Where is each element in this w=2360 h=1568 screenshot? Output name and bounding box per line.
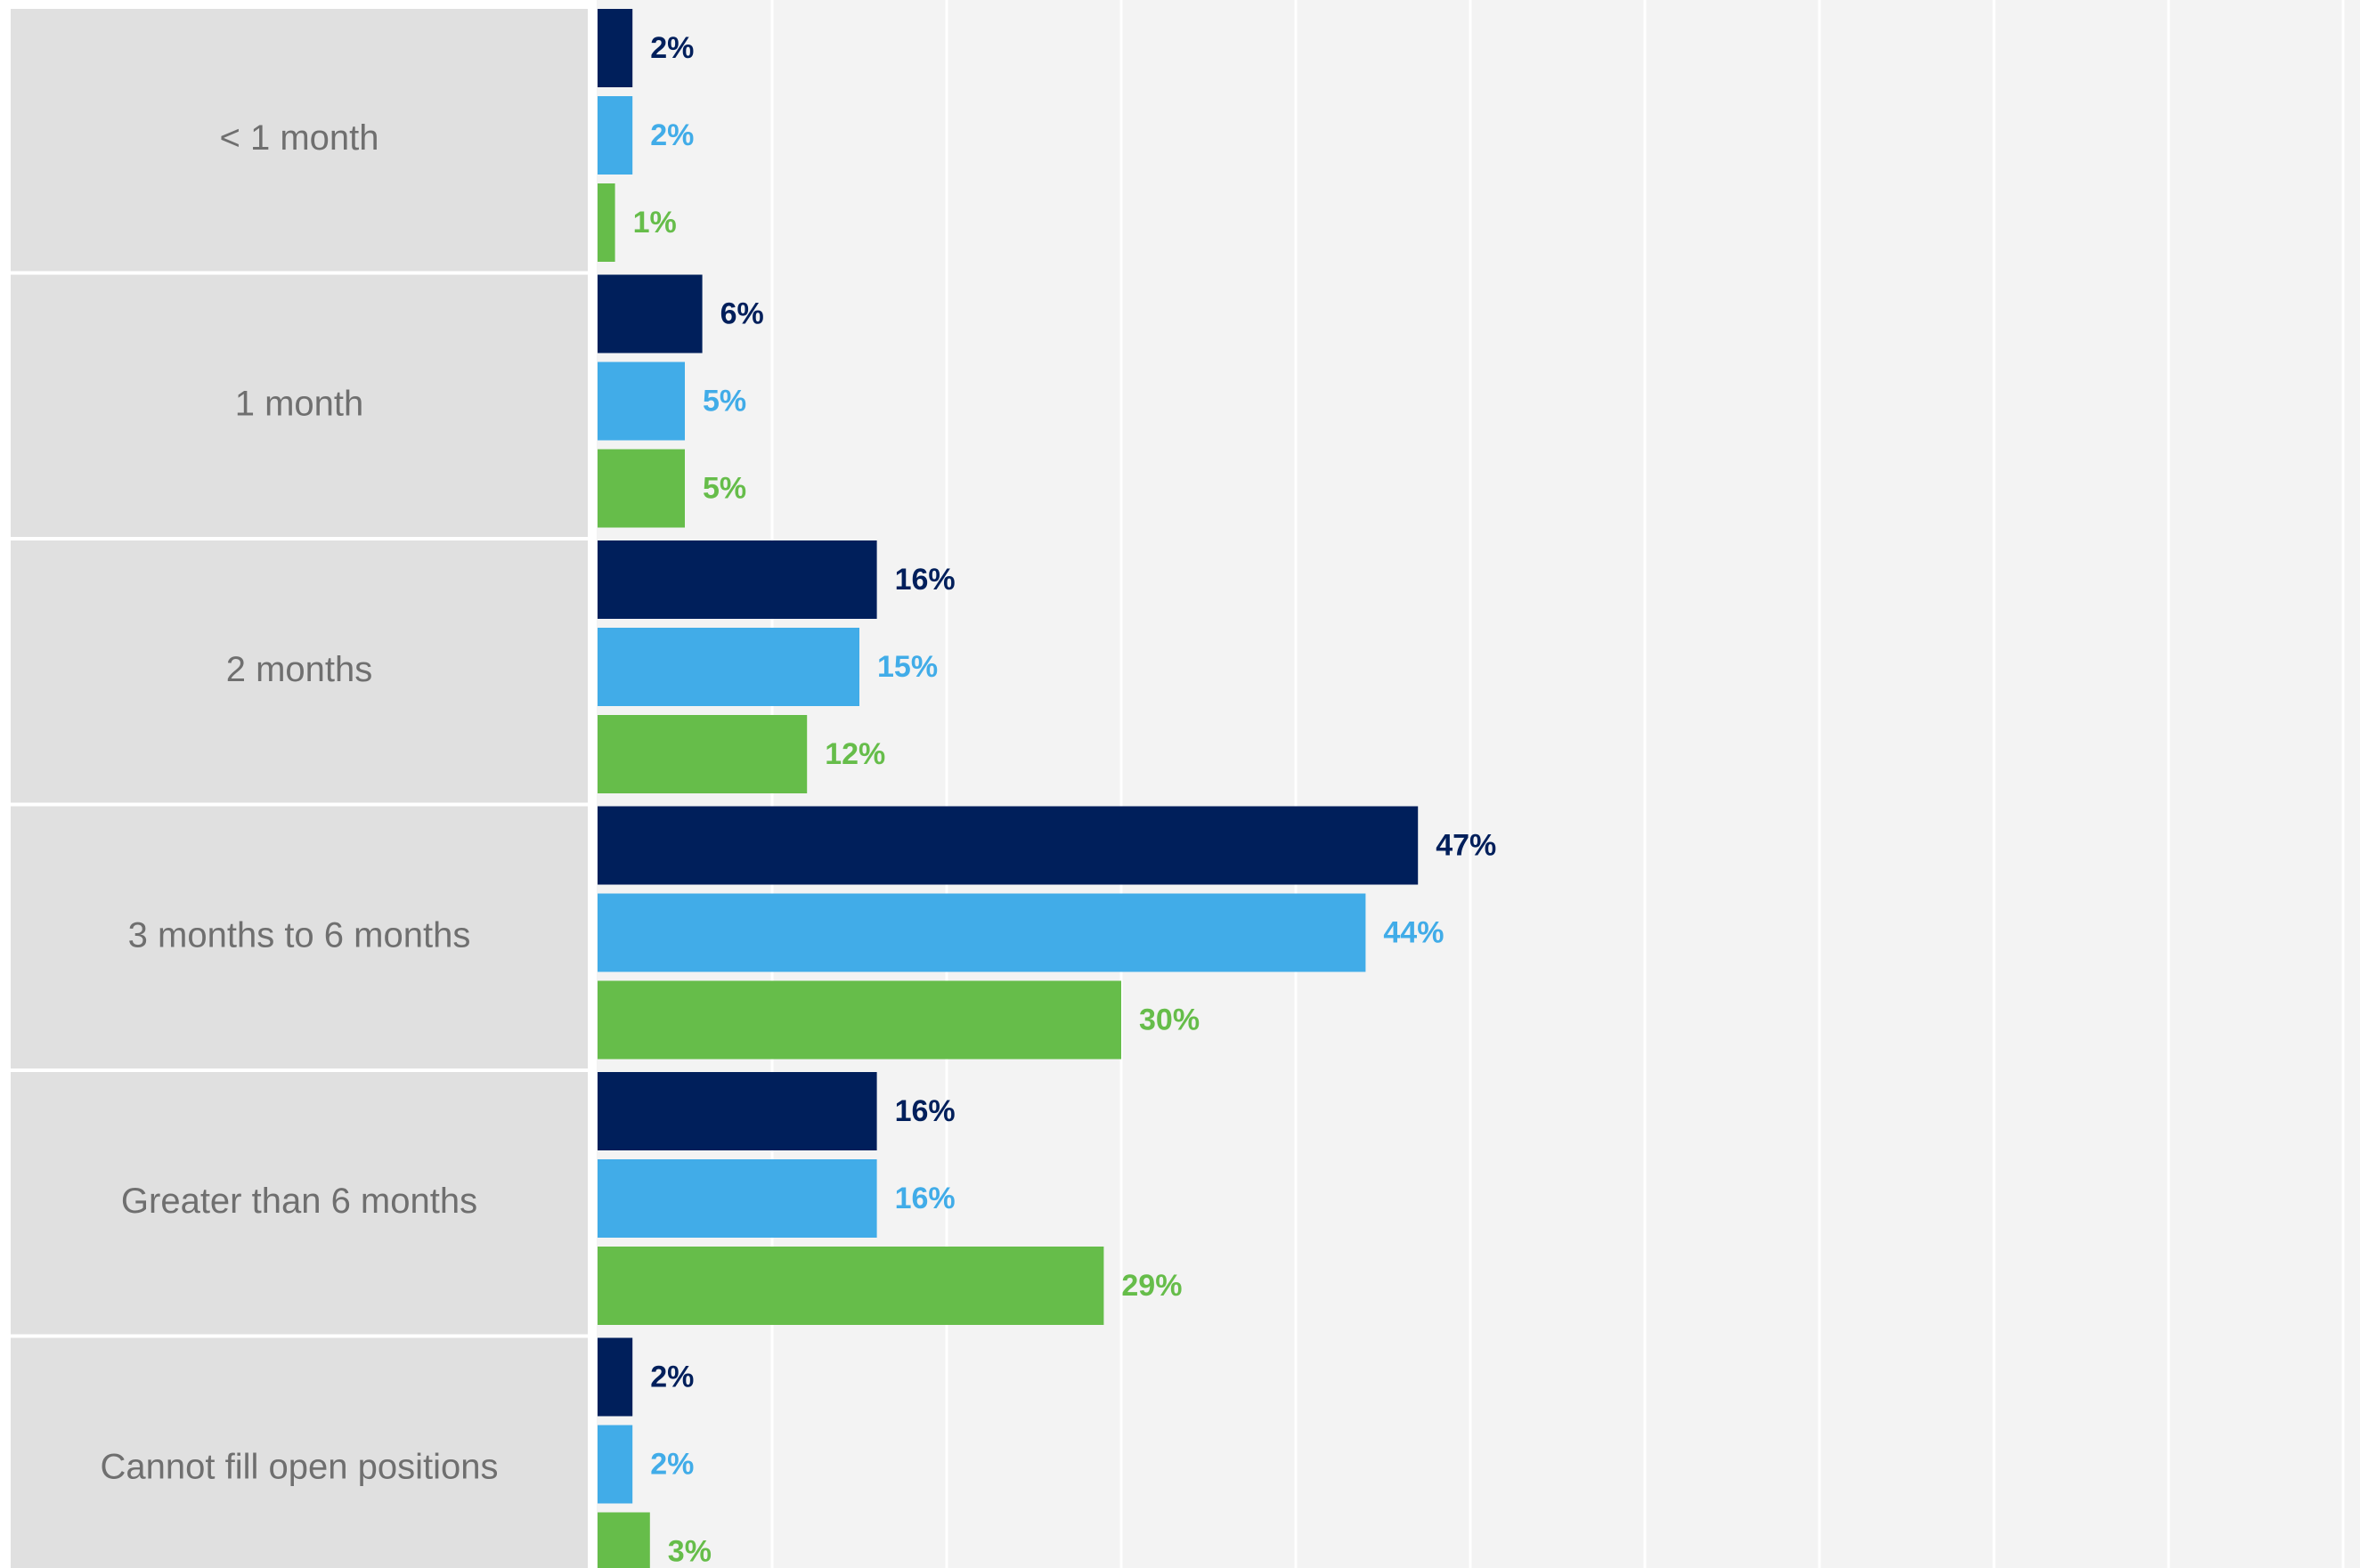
- category-label: Cannot fill open positions: [101, 1447, 499, 1486]
- bar: [598, 449, 685, 528]
- category-label-background: [11, 274, 588, 537]
- data-label: 44%: [1383, 915, 1444, 949]
- data-label: 29%: [1121, 1269, 1182, 1303]
- category-label-background: [11, 540, 588, 803]
- data-label: 1%: [633, 206, 677, 240]
- bar: [598, 362, 685, 441]
- data-label: 3%: [668, 1534, 712, 1568]
- category-label-background: [11, 806, 588, 1068]
- data-label: 2%: [650, 118, 694, 152]
- plot-background: [597, 0, 2360, 1568]
- bar: [598, 1337, 633, 1417]
- data-label: 16%: [895, 563, 956, 597]
- data-label: 12%: [825, 737, 885, 771]
- category-label: Greater than 6 months: [121, 1182, 477, 1221]
- bar: [598, 96, 633, 175]
- data-label: 2%: [650, 1360, 694, 1393]
- bar: [598, 274, 703, 353]
- category-label-background: [11, 1337, 588, 1568]
- data-label: 2%: [650, 1447, 694, 1481]
- data-label: 16%: [895, 1094, 956, 1128]
- bar: [598, 1072, 877, 1150]
- data-label: 16%: [895, 1182, 956, 1215]
- category-label-background: [11, 1072, 588, 1335]
- bar: [598, 1425, 633, 1504]
- bar: [598, 628, 859, 706]
- bar: [598, 540, 877, 619]
- bar: [598, 715, 808, 793]
- data-label: 5%: [703, 471, 746, 505]
- bar: [598, 893, 1366, 972]
- bar: [598, 9, 633, 87]
- category-label-background: [11, 9, 588, 272]
- category-label: 2 months: [226, 650, 373, 689]
- bar: [598, 1512, 650, 1568]
- data-label: 15%: [877, 650, 938, 684]
- bar: [598, 980, 1121, 1060]
- category-label: < 1 month: [219, 118, 378, 158]
- data-label: 6%: [720, 297, 764, 330]
- data-label: 30%: [1139, 1003, 1200, 1036]
- data-label: 47%: [1436, 828, 1496, 862]
- category-label: 3 months to 6 months: [128, 915, 471, 955]
- bar: [598, 1247, 1104, 1325]
- data-label: 5%: [703, 384, 746, 418]
- bar: [598, 1159, 877, 1238]
- category-label: 1 month: [235, 384, 364, 423]
- bar: [598, 806, 1419, 885]
- bar: [598, 183, 615, 262]
- data-label: 2%: [650, 31, 694, 65]
